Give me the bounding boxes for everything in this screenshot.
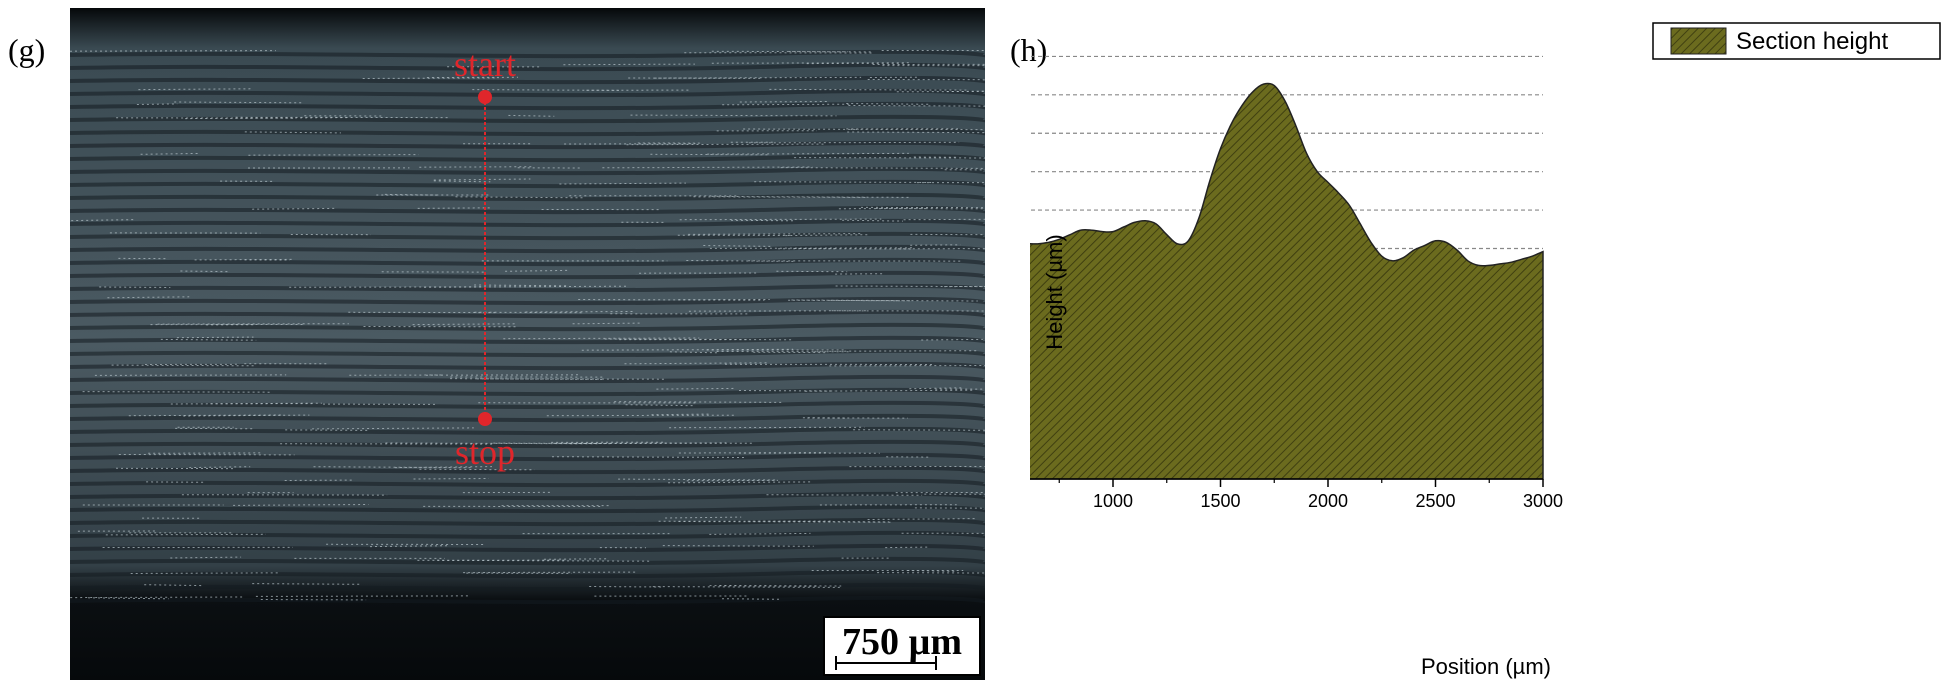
start-marker bbox=[478, 90, 492, 104]
legend-swatch bbox=[1671, 28, 1726, 54]
x-tick-label: 1000 bbox=[1093, 491, 1133, 511]
legend: Section height bbox=[1653, 23, 1940, 59]
scale-bar-label: 750 µm bbox=[825, 620, 979, 664]
x-axis-title: Position (µm) bbox=[1421, 654, 1551, 679]
micrograph-image: start stop 750 µm bbox=[70, 8, 985, 680]
layer-highlight bbox=[112, 365, 254, 366]
legend-label-section-height: Section height bbox=[1736, 28, 1888, 55]
series-area-section-height bbox=[1030, 83, 1543, 479]
layer-highlight bbox=[256, 596, 468, 597]
x-tick-label: 1500 bbox=[1200, 491, 1240, 511]
panel-label-g: (g) bbox=[8, 32, 45, 69]
scale-bar-line bbox=[835, 662, 937, 664]
layer-highlight bbox=[70, 597, 242, 598]
x-tick-label: 3000 bbox=[1523, 491, 1563, 511]
scale-bar: 750 µm bbox=[823, 616, 981, 676]
y-axis-title: Height (µm) bbox=[1042, 234, 1067, 349]
x-tick-label: 2500 bbox=[1415, 491, 1455, 511]
stop-marker bbox=[478, 412, 492, 426]
layer-highlight bbox=[99, 287, 170, 288]
layer-highlight bbox=[693, 197, 866, 198]
section-height-chart: 1200125013001350140014501500050010001500… bbox=[1030, 0, 1943, 693]
layer-highlight bbox=[589, 587, 661, 588]
layer-highlight bbox=[680, 219, 882, 220]
stop-label: stop bbox=[455, 432, 515, 472]
start-label: start bbox=[454, 44, 516, 84]
x-tick-label: 2000 bbox=[1308, 491, 1348, 511]
layer-highlight bbox=[707, 153, 909, 154]
